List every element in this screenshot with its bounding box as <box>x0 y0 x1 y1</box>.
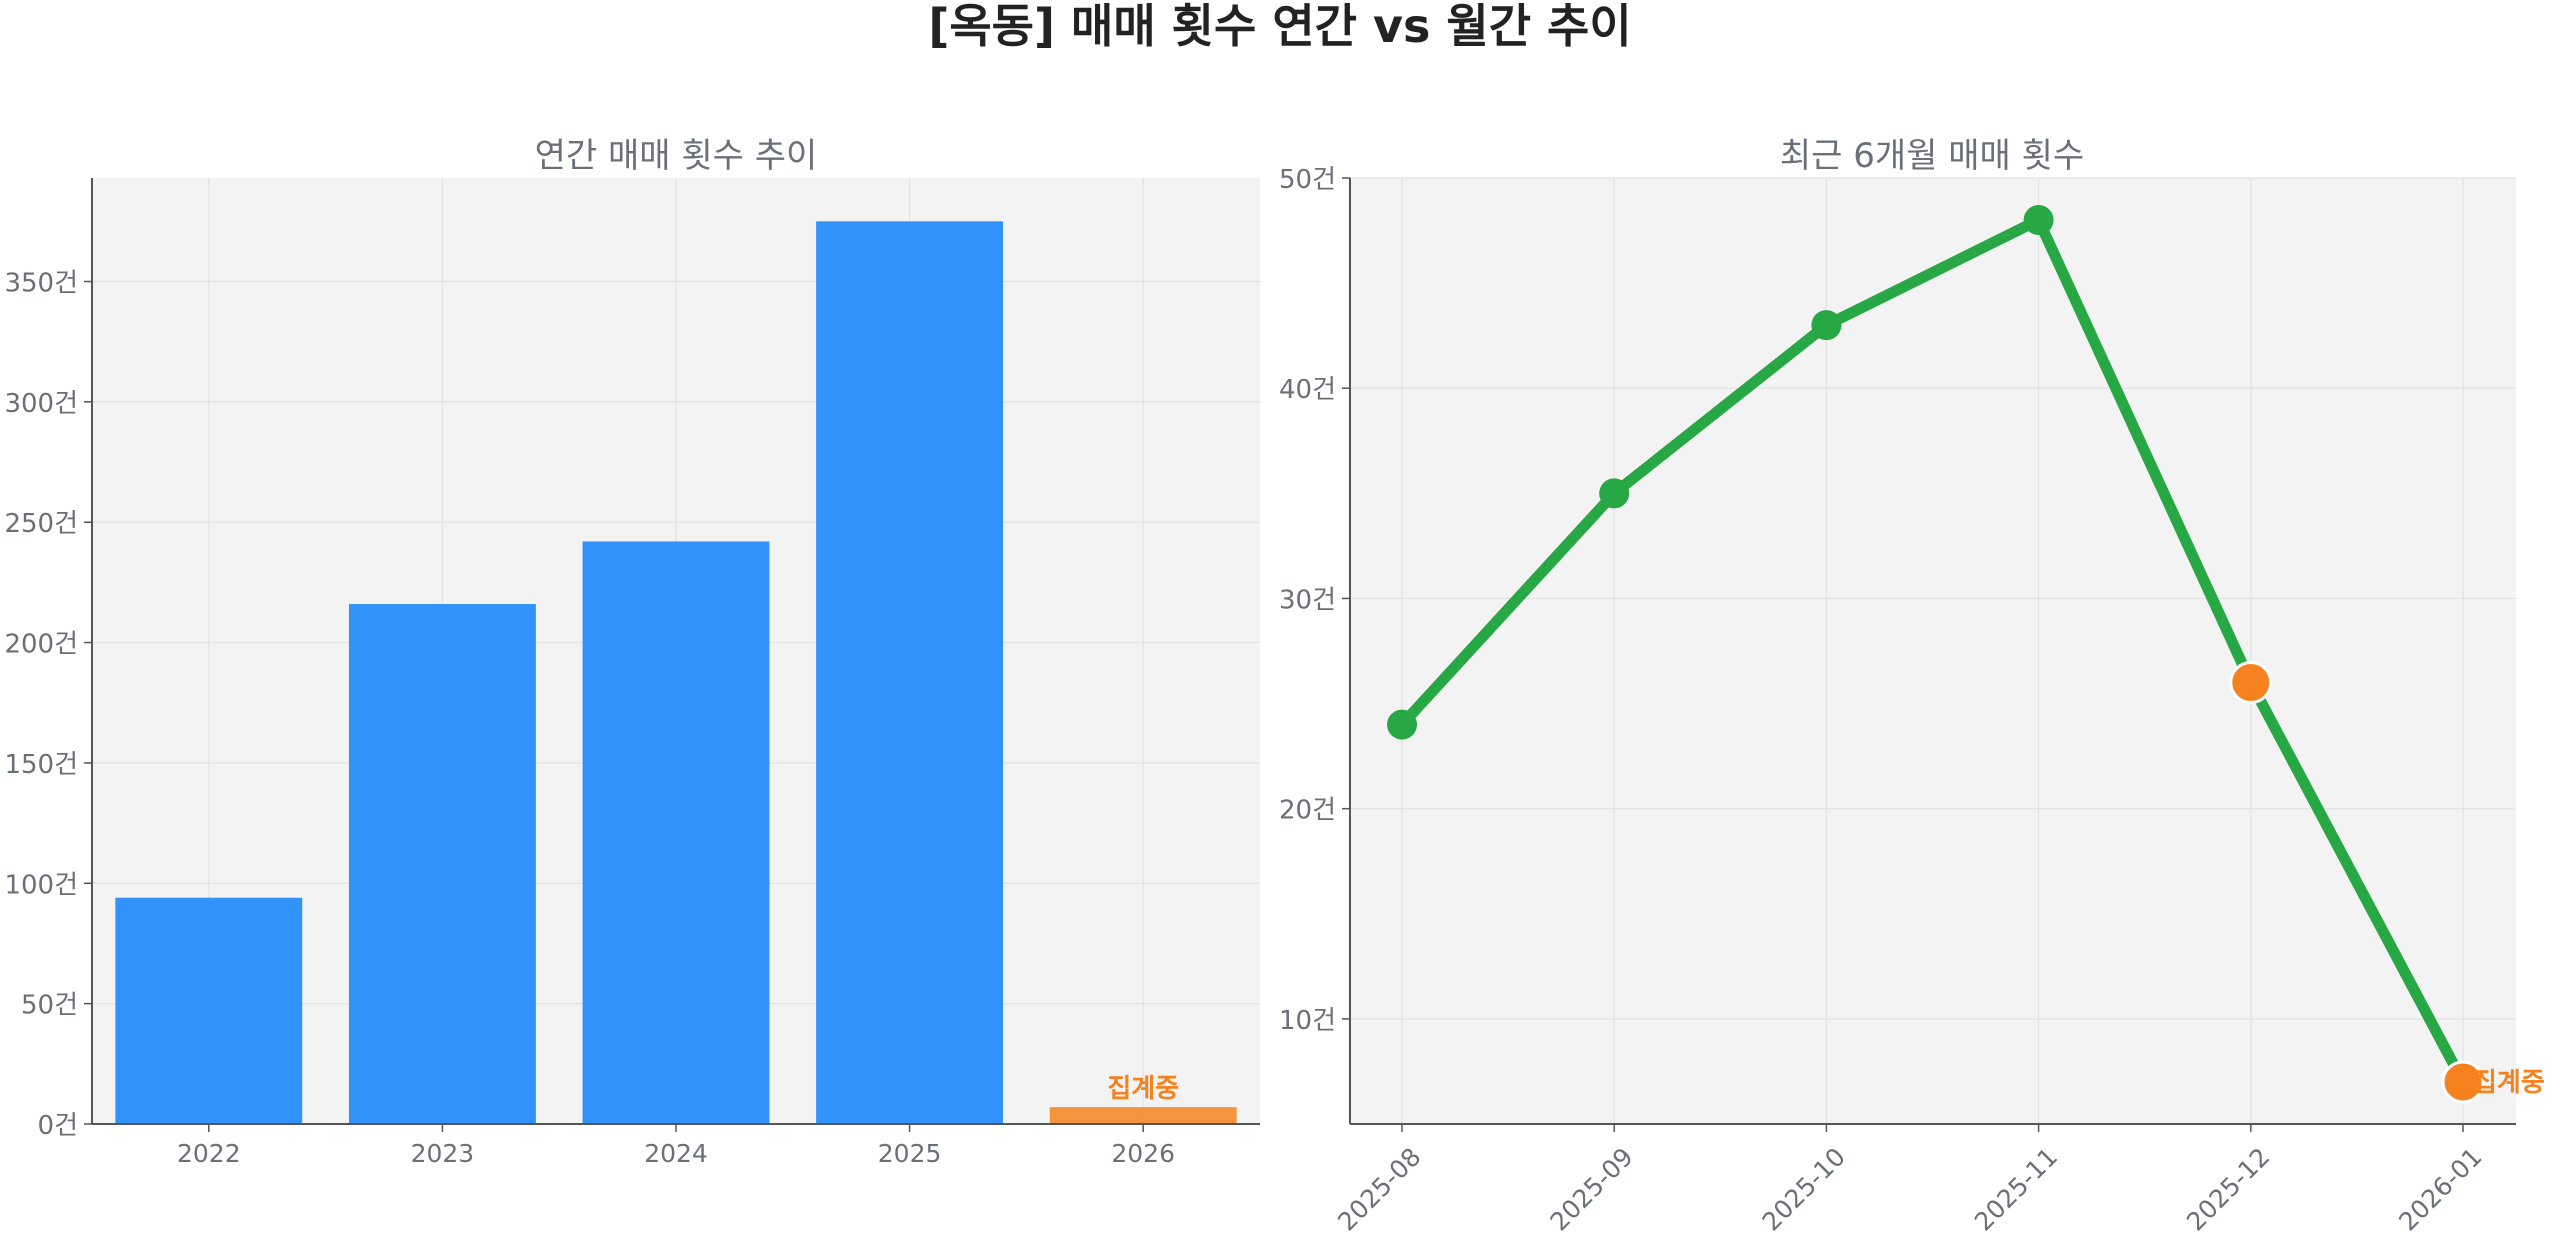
annual-y-tick-label: 300건 <box>4 389 78 419</box>
monthly-y-tick-label: 50건 <box>1279 165 1336 195</box>
annual-chart-title: 연간 매매 횟수 추이 <box>535 136 818 176</box>
annual-y-tick-label: 100건 <box>4 870 78 900</box>
monthly-point-2026-01 <box>2441 1060 2485 1104</box>
annual-pending-label: 집계중 <box>1107 1074 1179 1104</box>
annual-bar-2026 <box>1049 1107 1237 1124</box>
monthly-x-tick-label: 2025-09 <box>1544 1142 1638 1235</box>
annual-y-tick-label: 200건 <box>4 630 78 660</box>
monthly-y-tick-label: 30건 <box>1279 585 1336 615</box>
monthly-y-tick-label: 20건 <box>1279 796 1336 826</box>
monthly-x-tick-label: 2025-11 <box>1969 1142 2063 1235</box>
monthly-x-tick-label: 2026-01 <box>2393 1142 2487 1235</box>
figure-title: [옥동] 매매 횟수 연간 vs 월간 추이 <box>928 0 1631 53</box>
annual-y-tick-label: 150건 <box>4 750 78 780</box>
annual-x-tick-label: 2024 <box>644 1139 708 1168</box>
annual-bar-2025 <box>816 221 1004 1124</box>
annual-x-tick-label: 2025 <box>878 1139 942 1168</box>
annual-y-tick-label: 250건 <box>4 509 78 539</box>
annual-x-tick-label: 2022 <box>177 1139 241 1168</box>
annual-bar-2022 <box>115 897 303 1124</box>
monthly-pending-label: 집계중 <box>2473 1068 2545 1098</box>
monthly-point-2025-08 <box>1387 709 1417 740</box>
annual-x-tick-label: 2023 <box>411 1139 475 1168</box>
monthly-line-chart: 최근 6개월 매매 횟수 10건 20건 30건 40건 50건 2025-08 2025-… <box>1279 136 2545 1235</box>
annual-bar-chart: 연간 매매 횟수 추이 0건 50건 100건 150건 200건 250건 300건 350… <box>4 136 1260 1168</box>
monthly-point-2025-12 <box>2229 661 2273 705</box>
annual-y-tick-label: 0건 <box>38 1111 78 1141</box>
monthly-series-line <box>1396 214 2469 1088</box>
monthly-chart-title: 최근 6개월 매매 횟수 <box>1780 136 2084 176</box>
monthly-point-2025-11 <box>2023 205 2054 236</box>
annual-bar-2024 <box>582 541 770 1124</box>
annual-x-tick-label: 2026 <box>1111 1139 1175 1168</box>
monthly-point-2025-09 <box>1599 478 1630 509</box>
monthly-plot-area <box>1350 178 2516 1124</box>
monthly-point-2025-10 <box>1811 310 1842 341</box>
monthly-y-tick-label: 40건 <box>1279 375 1336 405</box>
monthly-x-tick-label: 2025-10 <box>1757 1142 1851 1235</box>
annual-y-tick-label: 50건 <box>21 991 78 1021</box>
monthly-x-tick-label: 2025-12 <box>2181 1142 2275 1235</box>
monthly-x-tick-label: 2025-08 <box>1332 1142 1426 1235</box>
annual-y-tick-label: 350건 <box>4 269 78 299</box>
monthly-y-tick-label: 10건 <box>1279 1006 1336 1036</box>
annual-bar-2023 <box>348 604 536 1124</box>
